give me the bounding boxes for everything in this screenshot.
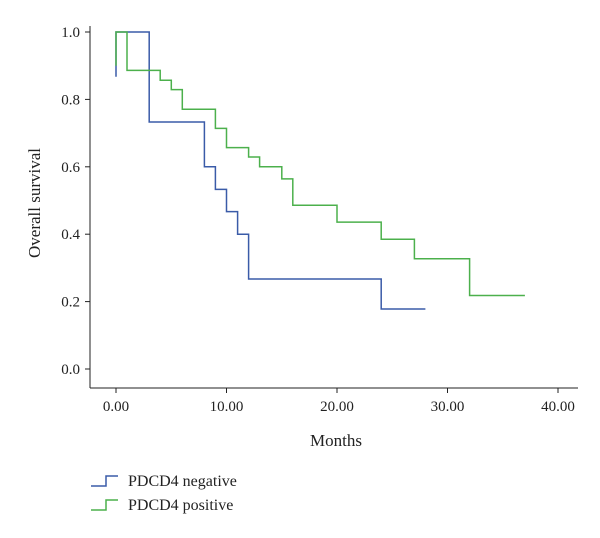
series-layer xyxy=(115,31,525,310)
axes: 0.0 0.2 0.4 0.6 0.8 1.0 0.00 10.00 20.00 30.00 40.… xyxy=(61,25,578,415)
legend-swatch xyxy=(91,475,118,487)
y-tick-label: 0.4 xyxy=(61,227,80,243)
legend-swatch xyxy=(91,499,118,511)
legend-label: PDCD4 positive xyxy=(128,497,233,514)
x-tick-label: 0.00 xyxy=(103,399,129,415)
y-tick-label: 0.6 xyxy=(61,160,80,176)
legend-label: PDCD4 negative xyxy=(128,473,237,490)
x-tick-label: 10.00 xyxy=(210,399,244,415)
legend: PDCD4 negative PDCD4 positive xyxy=(91,473,237,514)
x-axis-title: Months xyxy=(310,431,362,450)
x-tick-label: 20.00 xyxy=(320,399,354,415)
y-tick-label: 0.2 xyxy=(61,295,80,311)
x-tick-label: 30.00 xyxy=(431,399,465,415)
y-axis-title: Overall survival xyxy=(25,148,44,258)
y-tick-label: 0.0 xyxy=(61,362,80,378)
series-line-pdcd4-positive xyxy=(115,31,525,297)
series-line-pdcd4-negative xyxy=(115,31,426,310)
x-tick-label: 40.00 xyxy=(541,399,575,415)
y-tick-label: 1.0 xyxy=(61,25,80,41)
y-tick-label: 0.8 xyxy=(61,92,80,108)
